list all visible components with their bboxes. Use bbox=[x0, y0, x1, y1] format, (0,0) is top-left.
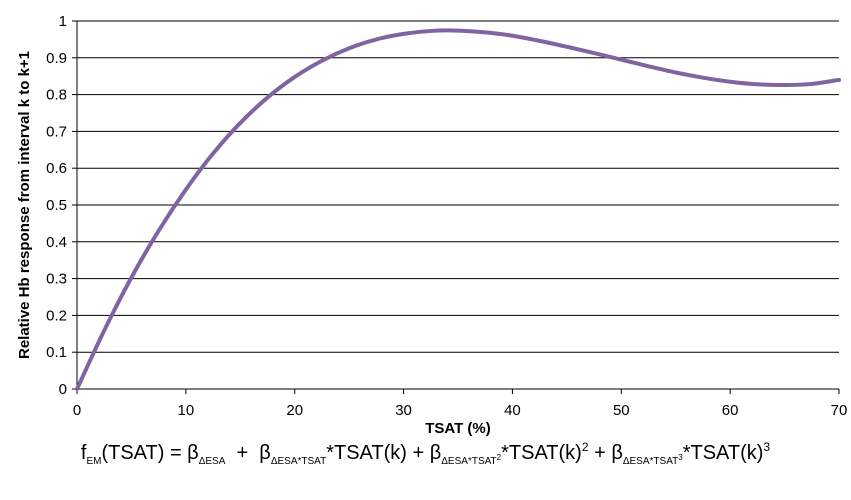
x-tick-labels: 0 10 20 30 40 50 60 70 bbox=[73, 402, 848, 419]
y-tick-label: 0.1 bbox=[46, 344, 67, 361]
gridlines bbox=[72, 20, 839, 390]
formula-cube: 3 bbox=[763, 440, 771, 454]
formula-f-subscript: EM bbox=[86, 456, 102, 467]
formula-beta4-subscript: ΔESA*TSAT3 bbox=[622, 453, 683, 467]
y-tick-label: 0.7 bbox=[46, 123, 67, 140]
y-tick-label: 0.5 bbox=[46, 197, 67, 214]
x-tick-label: 40 bbox=[504, 402, 521, 419]
y-tick-label: 0.6 bbox=[46, 160, 67, 177]
x-tick-label: 30 bbox=[395, 402, 412, 419]
y-axis-title: Relative Hb response from interval k to … bbox=[16, 51, 33, 359]
formula-beta2-subscript: ΔESA*TSAT bbox=[270, 456, 327, 467]
formula-beta4-subscript-power: 3 bbox=[678, 453, 683, 462]
x-tick-label: 0 bbox=[73, 402, 81, 419]
x-tick-label: 50 bbox=[613, 402, 630, 419]
formula-part-3: *TSAT(k) + β bbox=[326, 442, 442, 464]
formula-square: 2 bbox=[581, 440, 589, 454]
series-layer bbox=[75, 28, 841, 391]
y-tick-label: 0.3 bbox=[46, 271, 67, 288]
x-tick-label: 70 bbox=[831, 402, 848, 419]
formula-beta1-subscript: ΔESA bbox=[198, 456, 226, 467]
y-tick-label: 0 bbox=[59, 381, 67, 398]
formula-part-4: *TSAT(k) bbox=[501, 442, 582, 464]
formula-beta4-subscript-text: ΔESA*TSAT bbox=[622, 456, 679, 467]
formula-part-6: *TSAT(k) bbox=[682, 442, 764, 464]
x-axis-title: TSAT (%) bbox=[425, 420, 491, 437]
formula-part-2: + β bbox=[225, 442, 271, 464]
y-tick-label: 0.9 bbox=[46, 50, 67, 67]
x-tick-label: 60 bbox=[722, 402, 739, 419]
y-tick-label: 1 bbox=[59, 13, 67, 30]
x-tick-label: 10 bbox=[178, 402, 195, 419]
y-tick-label: 0.8 bbox=[46, 87, 67, 104]
formula-beta3-subscript-text: ΔESA*TSAT bbox=[441, 456, 497, 467]
formula-beta3-subscript-power: 2 bbox=[496, 453, 502, 462]
formula: fEM(TSAT) = βΔESA + βΔESA*TSAT*TSAT(k) +… bbox=[0, 440, 851, 468]
axes bbox=[76, 21, 840, 394]
formula-part-5: + β bbox=[588, 442, 623, 464]
y-tick-labels: 0 0.1 0.2 0.3 0.4 0.5 0.6 0.7 0.8 0.9 1 bbox=[46, 13, 67, 398]
formula-beta3-subscript: ΔESA*TSAT2 bbox=[441, 453, 502, 467]
y-tick-label: 0.2 bbox=[46, 307, 67, 324]
y-tick-label: 0.4 bbox=[46, 234, 67, 251]
x-tick-label: 20 bbox=[286, 402, 303, 419]
formula-f: f bbox=[80, 442, 87, 464]
formula-part-1: (TSAT) = β bbox=[101, 442, 199, 464]
line-chart: 0 10 20 30 40 50 60 70 0 0.1 0.2 0.3 0.4 0.5 0.6 0.7 0.… bbox=[16, 13, 848, 437]
series-line bbox=[75, 28, 841, 391]
